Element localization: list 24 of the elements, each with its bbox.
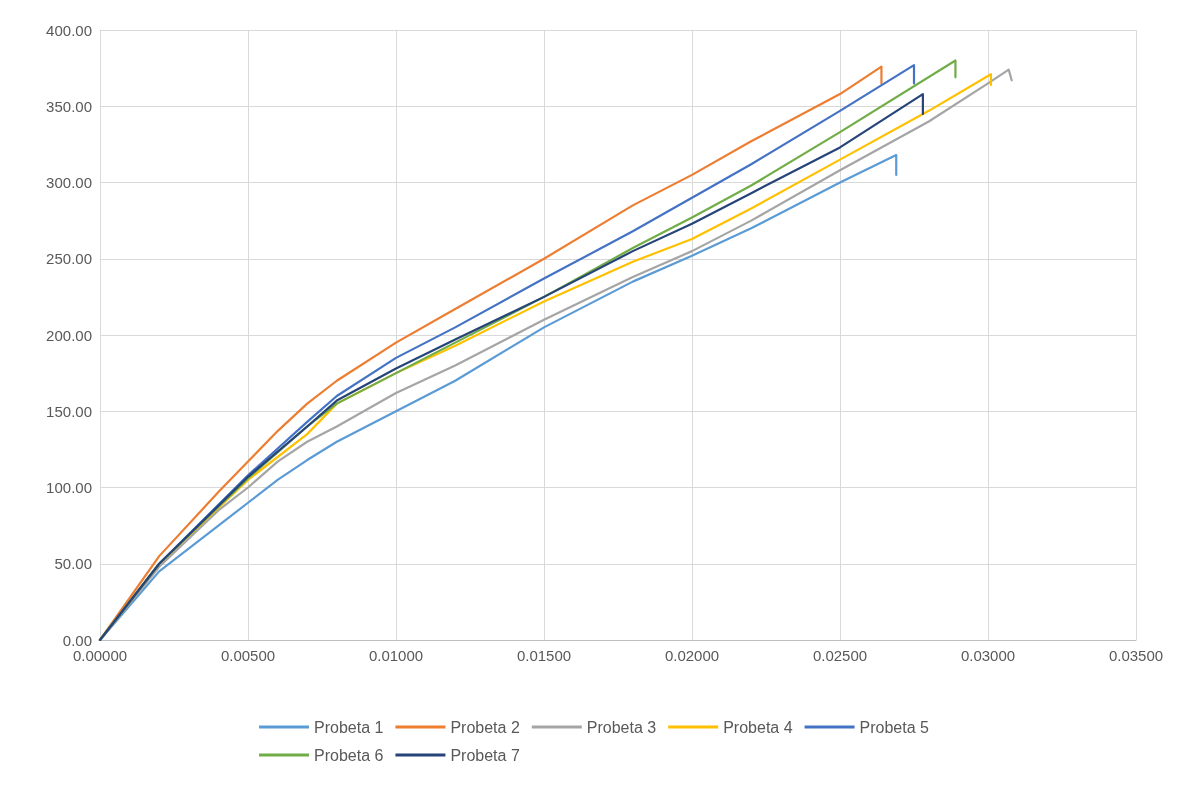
x-tick-label: 0.01000 [368,647,424,664]
x-tick-label: 0.00500 [220,647,276,664]
y-tick-label: 300.00 [46,174,92,191]
x-tick-label: 0.03500 [1108,647,1164,664]
legend-label: Probeta 1 [314,718,384,736]
legend-label: Probeta 3 [586,718,657,736]
legend-label: Probeta 5 [859,718,930,736]
legend-label: Probeta 4 [723,718,793,736]
legend-label: Probeta 2 [450,718,520,736]
y-tick-label: 100.00 [46,479,92,496]
y-tick-label: 250.00 [46,250,92,268]
y-tick-label: 50.00 [54,555,92,573]
x-tick-label: 0.00000 [72,647,128,664]
x-tick-label: 0.02500 [812,647,868,664]
y-tick-label: 350.00 [46,97,92,115]
legend-label: Probeta 7 [450,746,520,764]
y-tick-label: 0.00 [62,631,92,649]
x-tick-label: 0.02000 [664,647,720,664]
x-tick-label: 0.03000 [960,647,1016,664]
y-tick-label: 400.00 [46,21,92,39]
x-tick-label: 0.01500 [516,647,572,664]
legend-label: Probeta 6 [314,746,384,764]
y-tick-label: 150.00 [46,402,92,420]
y-tick-label: 200.00 [46,326,92,344]
